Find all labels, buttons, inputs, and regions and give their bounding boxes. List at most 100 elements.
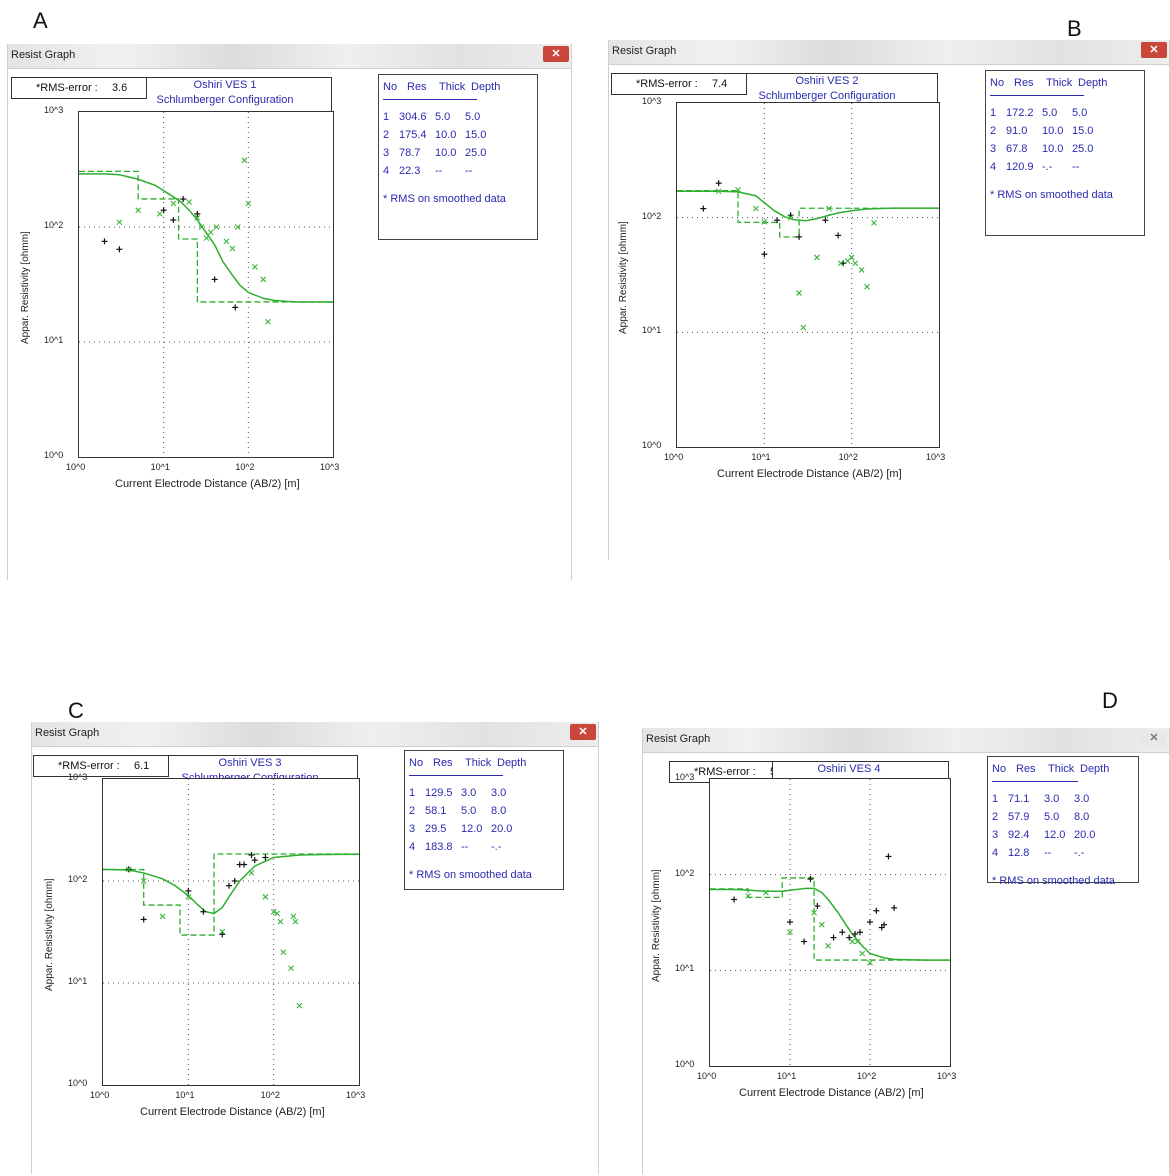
legend-header-cell: No: [383, 81, 398, 93]
window-title-bar[interactable]: Resist Graph ✕: [8, 44, 571, 69]
legend-cell: 15.0: [465, 129, 487, 141]
rms-error-box: *RMS-error : 7.4: [611, 73, 747, 95]
legend-underline: [383, 99, 477, 100]
legend-underline: [409, 775, 503, 776]
legend-cell: 10.0: [435, 129, 457, 141]
legend-cell: --: [1072, 161, 1080, 173]
panel-letter-a: A: [33, 8, 48, 33]
close-icon[interactable]: ✕: [1141, 730, 1167, 746]
close-icon[interactable]: ✕: [570, 724, 596, 740]
y-tick-label: 10^0: [68, 1078, 88, 1088]
legend-row: 1 129.5 3.0 3.0: [409, 787, 559, 803]
window-title-bar[interactable]: Resist Graph ✕: [643, 728, 1169, 753]
measured-point: [852, 930, 859, 937]
legend-cell: 120.9: [1006, 161, 1034, 173]
legend-row: 3 92.4 12.0 20.0: [992, 829, 1134, 845]
y-tick-label: 10^1: [68, 976, 88, 986]
x-tick-label: 10^0: [66, 462, 86, 472]
legend-header-cell: Depth: [497, 757, 527, 769]
measured-point: [867, 919, 873, 926]
plot-title-line-2: Schlumberger Configuration: [156, 94, 294, 106]
measured-point: [248, 851, 255, 858]
x-axis-label: Current Electrode Distance (AB/2) [m]: [717, 468, 902, 480]
legend-cell: 25.0: [1072, 143, 1094, 155]
smoothed-point: [186, 199, 193, 205]
smoothed-point: [296, 1002, 303, 1009]
y-axis-label: Appar. Resistivity [ohmm]: [44, 878, 55, 991]
x-axis-label: Current Electrode Distance (AB/2) [m]: [140, 1106, 325, 1118]
legend-row: 2 57.9 5.0 8.0: [992, 811, 1134, 827]
legend-cell: 3: [383, 147, 390, 159]
plot-area: [78, 111, 334, 458]
smoothed-point: [745, 893, 752, 899]
x-tick-label: 10^1: [777, 1071, 797, 1081]
window-title-bar[interactable]: Resist Graph ✕: [32, 722, 598, 747]
smoothed-point: [159, 913, 166, 920]
plot-title-line-1: Oshiri VES 2: [795, 75, 859, 87]
plot-area: [709, 778, 951, 1067]
smoothed-point: [252, 263, 258, 270]
plot-title-line-2: Schlumberger Configuration: [758, 90, 896, 102]
rms-error-box: *RMS-error : 3.6: [11, 77, 147, 99]
close-icon[interactable]: ✕: [1141, 42, 1167, 58]
measured-point: [226, 882, 233, 889]
calculated-curve-line: [79, 173, 333, 303]
measured-point: [885, 853, 892, 860]
smoothed-point: [140, 878, 147, 884]
close-icon[interactable]: ✕: [543, 46, 569, 62]
model-staircase-line: [103, 853, 359, 936]
legend-cell: 5.0: [1072, 107, 1088, 119]
measured-point: [761, 251, 768, 258]
smoothed-point: [858, 267, 865, 273]
rms-error-label: *RMS-error :: [36, 82, 98, 94]
legend-row: 2 175.4 10.0 15.0: [383, 129, 533, 145]
y-tick-label: 10^2: [675, 867, 695, 878]
legend-cell: -.-: [491, 841, 502, 853]
x-axis-label: Current Electrode Distance (AB/2) [m]: [739, 1087, 924, 1099]
rms-error-value: 7.4: [712, 78, 728, 90]
legend-cell: 5.0: [465, 111, 481, 123]
rms-error-label: *RMS-error :: [636, 78, 698, 90]
resist-graph-window-c: Resist Graph ✕ *RMS-error : 6.1 Oshiri VES 3…: [31, 722, 599, 1174]
smoothed-point: [223, 238, 230, 245]
legend-header-cell: Res: [1014, 77, 1034, 89]
y-axis-label: Appar. Resistivity [ohmm]: [651, 868, 662, 982]
window-title-bar[interactable]: Resist Graph ✕: [609, 40, 1169, 65]
smoothed-point: [787, 929, 793, 936]
y-tick-label: 10^2: [642, 210, 662, 221]
legend-cell: 8.0: [1074, 811, 1090, 823]
measured-point: [101, 238, 108, 245]
smoothed-point: [867, 959, 873, 966]
legend-cell: 3.0: [1044, 793, 1060, 805]
legend-cell: 12.0: [461, 823, 483, 835]
smoothed-point: [761, 218, 768, 225]
measured-point: [194, 210, 201, 217]
smoothed-point: [811, 909, 817, 916]
smoothed-point: [156, 211, 163, 217]
legend-cell: 4: [992, 847, 999, 859]
smoothed-point: [170, 200, 177, 207]
plot-title-line-1: Oshiri VES 1: [193, 79, 257, 91]
legend-header-cell: Depth: [471, 81, 501, 93]
legend-row: 1 71.1 3.0 3.0: [992, 793, 1134, 809]
x-tick-label: 10^0: [90, 1090, 110, 1100]
y-tick-label: 10^1: [642, 325, 662, 336]
model-staircase-line: [677, 189, 939, 238]
legend-row: 1 172.2 5.0 5.0: [990, 107, 1140, 123]
legend-cell: 58.1: [425, 805, 447, 817]
y-tick-label: 10^3: [68, 772, 88, 782]
legend-note: * RMS on smoothed data: [992, 875, 1115, 887]
smoothed-point: [787, 214, 794, 221]
legend-cell: --: [465, 165, 473, 177]
smoothed-point: [198, 224, 205, 230]
legend-cell: 2: [409, 805, 416, 817]
smoothed-point: [241, 157, 248, 164]
smoothed-point: [185, 893, 192, 900]
measured-point: [830, 934, 837, 941]
measured-point: [796, 233, 803, 240]
plot-title-frame: [145, 77, 332, 111]
smoothed-point: [852, 260, 859, 267]
measured-point: [801, 938, 808, 945]
x-tick-label: 10^2: [857, 1071, 877, 1081]
smoothed-point: [260, 276, 267, 283]
